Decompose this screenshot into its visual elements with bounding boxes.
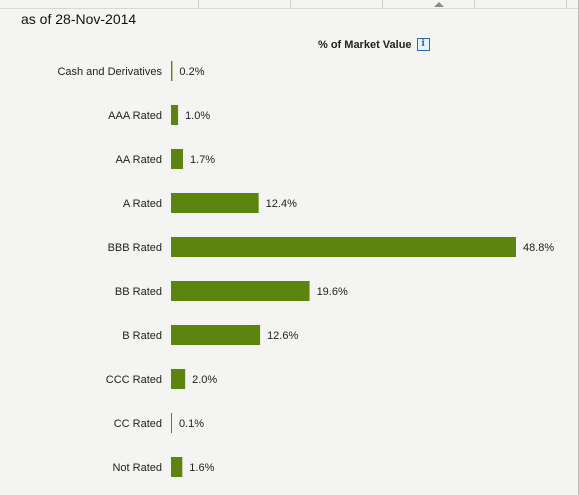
- category-label: Cash and Derivatives: [57, 66, 162, 78]
- bar: [171, 457, 183, 477]
- value-label: 12.4%: [266, 198, 297, 210]
- as-of-date: as of 28-Nov-2014: [21, 11, 137, 27]
- value-label: 0.1%: [179, 418, 204, 430]
- metric-header: % of Market Value i: [318, 38, 430, 51]
- value-label: 12.6%: [267, 330, 298, 342]
- bar: [171, 325, 261, 345]
- category-label: CC Rated: [114, 418, 162, 430]
- bar: [171, 105, 179, 125]
- tab-separator: [290, 0, 291, 8]
- tab-separator: [198, 0, 199, 8]
- bar: [171, 193, 259, 213]
- bar: [171, 369, 186, 389]
- value-label: 2.0%: [192, 374, 217, 386]
- metric-header-label: % of Market Value: [318, 38, 412, 51]
- value-label: 0.2%: [179, 66, 204, 78]
- category-label: AA Rated: [116, 154, 162, 166]
- bar: [171, 237, 516, 257]
- tab-separator: [566, 0, 567, 8]
- bar: [171, 61, 173, 81]
- category-label: BBB Rated: [108, 242, 162, 254]
- category-label: Not Rated: [112, 462, 162, 474]
- category-label: B Rated: [122, 330, 162, 342]
- tab-separator: [474, 0, 475, 8]
- bar: [171, 149, 184, 169]
- category-label: A Rated: [123, 198, 162, 210]
- value-label: 1.6%: [189, 462, 214, 474]
- bar: [171, 281, 310, 301]
- value-label: 48.8%: [523, 242, 554, 254]
- value-label: 1.0%: [185, 110, 210, 122]
- value-label: 19.6%: [317, 286, 348, 298]
- bar: [171, 413, 172, 433]
- category-label: CCC Rated: [106, 374, 162, 386]
- category-label: BB Rated: [115, 286, 162, 298]
- info-icon[interactable]: i: [416, 38, 430, 51]
- value-label: 1.7%: [190, 154, 215, 166]
- category-label: AAA Rated: [108, 110, 162, 122]
- active-tab-caret-icon: [434, 2, 444, 7]
- tab-strip: [0, 0, 579, 9]
- tab-separator: [382, 0, 383, 8]
